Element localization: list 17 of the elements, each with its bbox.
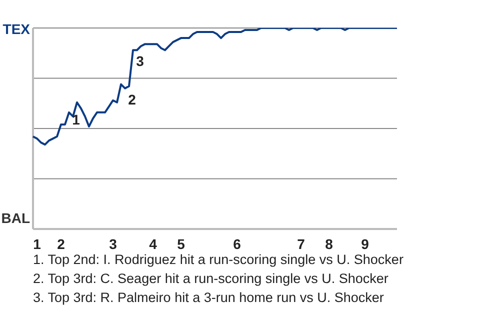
x-tick-label: 4 [149, 236, 158, 252]
x-tick-label: 2 [57, 236, 66, 252]
x-tick-label: 1 [33, 236, 42, 252]
text: 1. Top 2nd: I. Rodriguez hit a run-scoring single vs U. Shocker [33, 251, 404, 269]
text: 2. Top 3rd: C. Seager hit a run-scoring single vs U. Shocker [33, 270, 390, 288]
annotation: 3 [136, 53, 144, 70]
annotation: 2 [128, 91, 136, 108]
x-tick-label: 5 [177, 236, 186, 252]
text: 3. Top 3rd: R. Palmeiro hit a 3-run home run vs U. Shocker [33, 289, 385, 307]
text: TEX [2, 21, 31, 37]
x-tick-label: 6 [233, 236, 242, 252]
annotation: 1 [72, 111, 80, 128]
x-tick-label: 3 [109, 236, 118, 252]
x-tick-label: 9 [361, 236, 370, 252]
x-tick-label: 7 [297, 236, 306, 252]
text: BAL [1, 210, 30, 226]
x-tick-label: 8 [325, 236, 334, 252]
